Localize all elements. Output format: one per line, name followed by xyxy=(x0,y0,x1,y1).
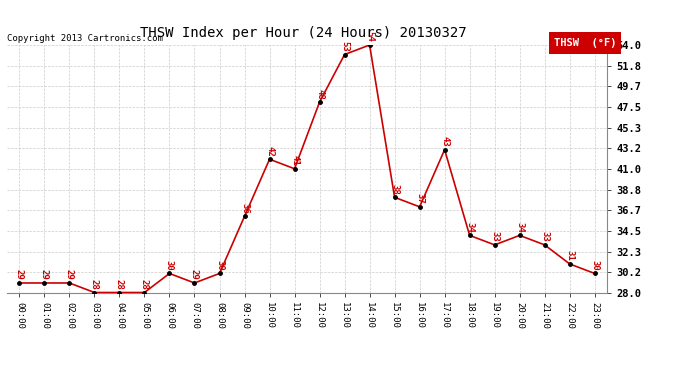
Text: 33: 33 xyxy=(540,231,549,242)
Text: 29: 29 xyxy=(40,270,49,280)
Text: 42: 42 xyxy=(265,146,274,156)
Text: 28: 28 xyxy=(90,279,99,290)
Text: 54: 54 xyxy=(365,32,374,42)
Text: 33: 33 xyxy=(490,231,499,242)
Text: 29: 29 xyxy=(65,270,74,280)
Text: 34: 34 xyxy=(515,222,524,232)
Text: 28: 28 xyxy=(115,279,124,290)
Text: 53: 53 xyxy=(340,41,349,52)
Text: 30: 30 xyxy=(590,260,599,271)
Text: 30: 30 xyxy=(165,260,174,271)
Text: 36: 36 xyxy=(240,203,249,214)
Text: 34: 34 xyxy=(465,222,474,232)
Text: 28: 28 xyxy=(140,279,149,290)
Text: THSW Index per Hour (24 Hours) 20130327: THSW Index per Hour (24 Hours) 20130327 xyxy=(140,26,467,40)
Text: 41: 41 xyxy=(290,155,299,166)
Text: 48: 48 xyxy=(315,88,324,99)
Text: 38: 38 xyxy=(390,184,399,195)
Text: 30: 30 xyxy=(215,260,224,271)
Text: 37: 37 xyxy=(415,193,424,204)
Text: 31: 31 xyxy=(565,251,574,261)
Text: 29: 29 xyxy=(190,270,199,280)
Text: 43: 43 xyxy=(440,136,449,147)
Text: Copyright 2013 Cartronics.com: Copyright 2013 Cartronics.com xyxy=(7,34,163,43)
Text: 29: 29 xyxy=(15,270,24,280)
Text: THSW  (°F): THSW (°F) xyxy=(553,38,616,48)
